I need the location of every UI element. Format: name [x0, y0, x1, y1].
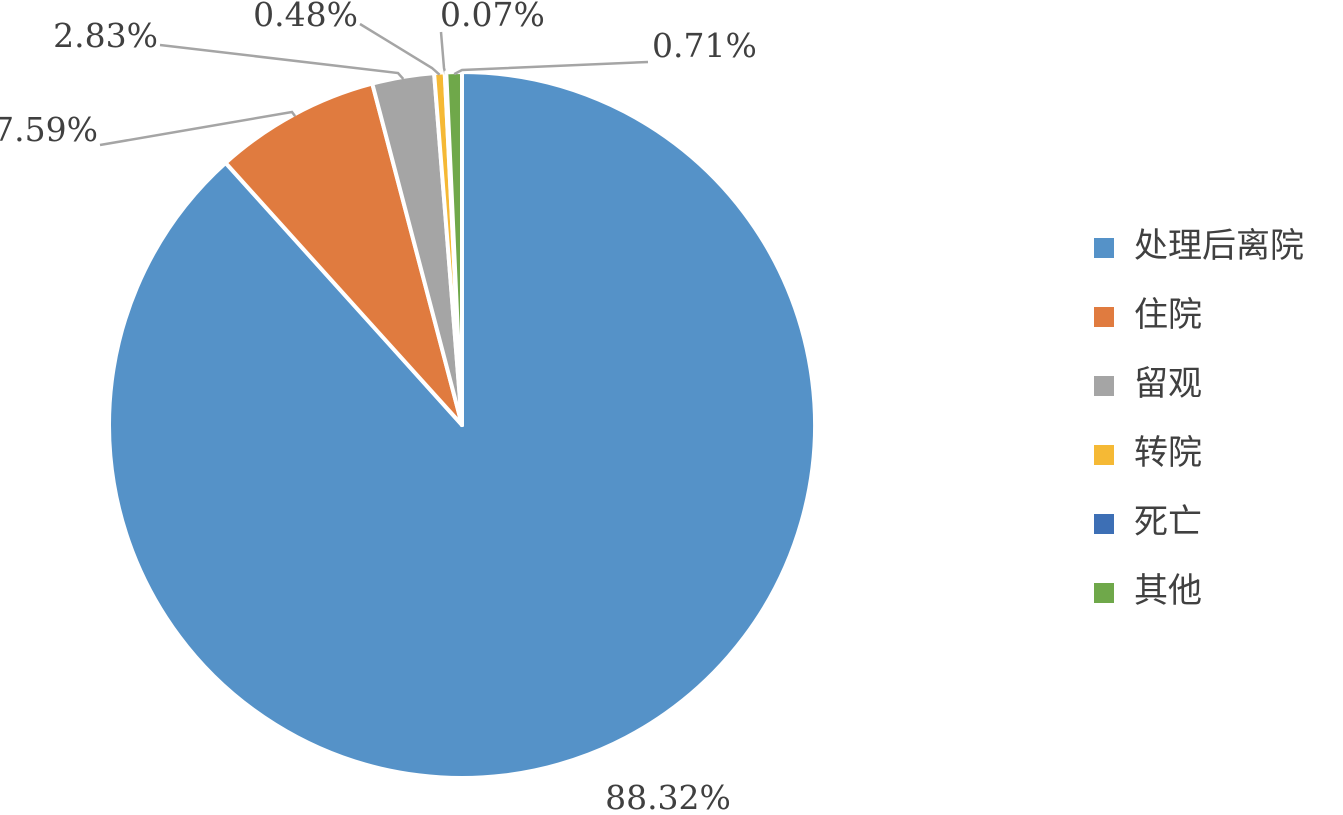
data-label: 7.59%: [0, 110, 98, 149]
legend-label: 死亡: [1134, 502, 1202, 542]
legend-label: 留观: [1134, 364, 1202, 404]
data-label: 0.71%: [652, 26, 757, 65]
data-label: 0.48%: [253, 0, 358, 34]
leader-line: [159, 43, 405, 80]
legend-swatch: [1094, 583, 1114, 603]
leader-line: [439, 31, 447, 75]
legend-label: 转院: [1134, 433, 1202, 473]
legend-label: 住院: [1134, 295, 1202, 335]
legend-swatch: [1094, 307, 1114, 327]
pie-slice: [444, 70, 464, 427]
leader-line: [453, 60, 649, 76]
data-label: 2.83%: [53, 16, 158, 55]
legend-swatch: [1094, 514, 1114, 534]
data-label: 0.07%: [440, 0, 545, 34]
legend-swatch: [1094, 238, 1114, 258]
leader-line: [99, 110, 297, 147]
leader-line: [359, 22, 441, 76]
legend-swatch: [1094, 376, 1114, 396]
legend-label: 处理后离院: [1134, 226, 1304, 266]
legend-label: 其他: [1134, 571, 1202, 611]
data-label: 88.32%: [605, 778, 731, 815]
legend-swatch: [1094, 445, 1114, 465]
